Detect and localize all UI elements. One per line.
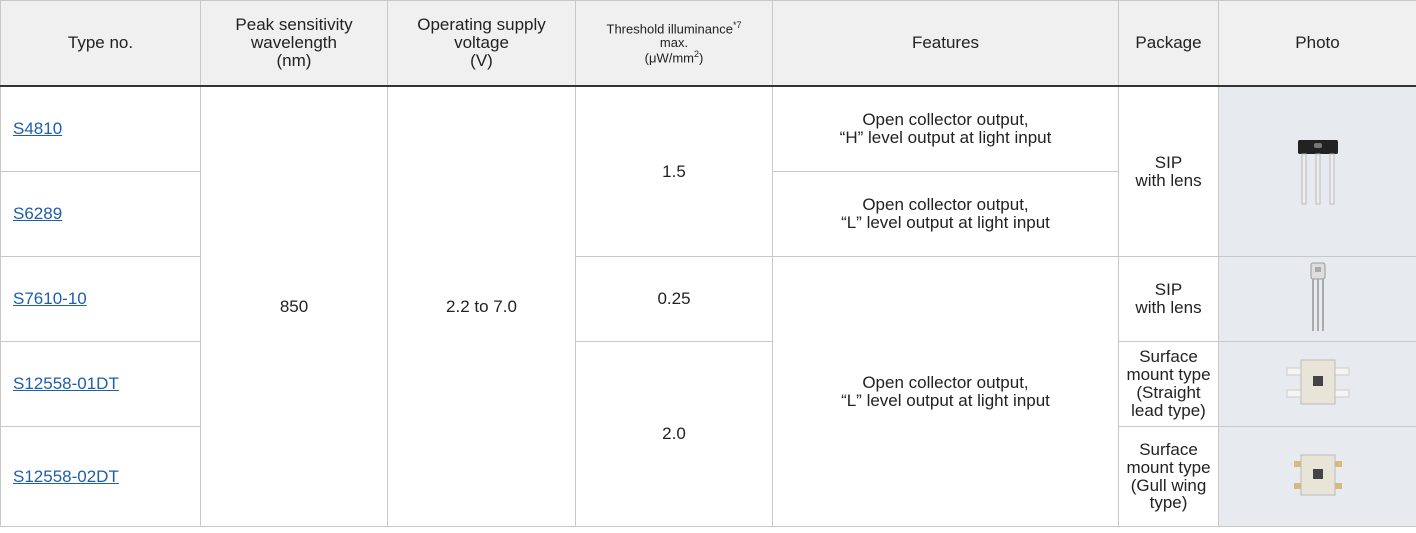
type-link[interactable]: S6289 <box>13 204 63 224</box>
package-text: SIP <box>1154 152 1183 172</box>
package-text: SIP <box>1154 280 1183 300</box>
threshold-cell: 0.25 <box>575 256 773 342</box>
package-text: mount type <box>1126 457 1211 477</box>
threshold-cell: 2.0 <box>575 341 773 527</box>
package-text: (Gull wing <box>1130 475 1207 495</box>
header-cell: Operating supply voltage (V) <box>387 0 576 87</box>
header-text: max. <box>659 35 689 51</box>
package-text: type) <box>1149 493 1188 513</box>
package-text: with lens <box>1135 170 1202 190</box>
header-text: Peak sensitivity <box>235 15 353 35</box>
package-cell: SIP with lens <box>1118 85 1219 257</box>
header-text: voltage <box>454 33 509 53</box>
package-text: Surface <box>1139 439 1198 459</box>
type-link[interactable]: S4810 <box>13 119 63 139</box>
features-cell: Open collector output, “H” level output a… <box>772 85 1119 172</box>
features-cell: Open collector output, “L” level output a… <box>772 256 1119 527</box>
features-text: “L” level output at light input <box>841 390 1050 410</box>
package-text: lead type) <box>1131 400 1206 420</box>
header-text: Operating supply <box>417 15 546 35</box>
header-text: (V) <box>470 50 493 70</box>
header-text: Package <box>1135 33 1202 53</box>
header-text: Type no. <box>67 33 134 53</box>
header-text: Threshold illuminance <box>606 21 733 37</box>
package-text: mount type <box>1126 365 1211 385</box>
type-cell: S12558-01DT <box>0 341 201 427</box>
header-text: ) <box>699 50 704 66</box>
row: S6289 Open collector output, “L” level ou… <box>0 171 1416 257</box>
header-text: (nm) <box>276 50 312 70</box>
type-link[interactable]: S12558-01DT <box>13 374 119 394</box>
package-text: with lens <box>1135 298 1202 317</box>
photo-smd-gullwing <box>1293 454 1342 496</box>
features-text: “H” level output at light input <box>839 128 1052 147</box>
footnote-mark: *7 <box>732 20 742 31</box>
features-cell: Open collector output, “L” level output a… <box>772 171 1119 257</box>
header-cell: Photo <box>1218 0 1416 87</box>
header-cell: Peak sensitivity wavelength (nm) <box>200 0 388 87</box>
features-text: Open collector output, <box>862 195 1029 215</box>
type-link[interactable]: S7610-10 <box>13 289 87 309</box>
photo-cell <box>1218 256 1416 342</box>
header-cell: Threshold illuminance*7 max. (μW/mm2) <box>575 0 773 87</box>
row: S7610-10 0.25 Open collector output, “L” … <box>0 256 1416 527</box>
row: S12558-02DT Surface mount type (Gull wing t… <box>0 426 1416 527</box>
type-cell: S7610-10 <box>0 256 201 342</box>
package-text: Surface <box>1139 347 1198 367</box>
photo-cell <box>1218 85 1416 257</box>
photo-cell <box>1218 341 1416 427</box>
photo-cell <box>1218 426 1416 527</box>
photo-smd-straight <box>1286 359 1349 405</box>
package-cell: Surface mount type (Gull wing type) <box>1118 426 1219 527</box>
header-row: Type no. Peak sensitivity wavelength (nm) … <box>0 0 1416 87</box>
wavelength-cell: 850 <box>200 85 388 527</box>
features-text: “L” level output at light input <box>841 213 1050 232</box>
photo-sip <box>1297 139 1338 205</box>
header-cell: Type no. <box>0 0 201 87</box>
header-text: (μW/mm <box>644 50 694 66</box>
header-text: Features <box>911 33 980 53</box>
header-text: wavelength <box>250 33 337 53</box>
unit-superscript: 2 <box>694 48 700 59</box>
features-text: Open collector output, <box>862 110 1029 130</box>
type-cell: S4810 <box>0 85 201 172</box>
header-cell: Features <box>772 0 1119 87</box>
type-cell: S6289 <box>0 171 201 257</box>
photo-sip-small <box>1310 262 1325 332</box>
row: S12558-01DT 2.0 Surface mount type (Straig… <box>0 341 1416 527</box>
features-text: Open collector output, <box>862 372 1029 392</box>
header-cell: Package <box>1118 0 1219 87</box>
type-link[interactable]: S12558-02DT <box>13 466 119 486</box>
voltage-cell: 2.2 to 7.0 <box>387 85 576 527</box>
package-text: (Straight <box>1136 383 1201 402</box>
package-cell: Surface mount type (Straight lead type) <box>1118 341 1219 427</box>
package-cell: SIP with lens <box>1118 256 1219 342</box>
header-text: Photo <box>1295 33 1340 53</box>
row: S4810 850 2.2 to 7.0 1.5 Open collector … <box>0 85 1416 527</box>
type-cell: S12558-02DT <box>0 426 201 527</box>
threshold-cell: 1.5 <box>575 85 773 257</box>
